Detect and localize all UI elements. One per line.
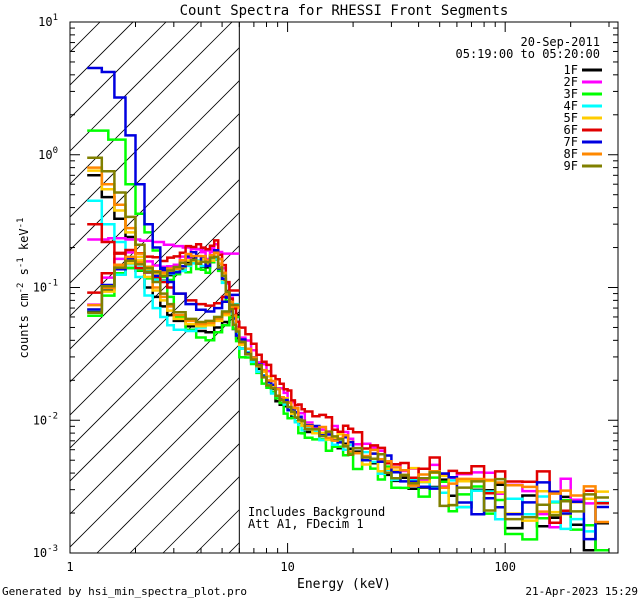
annotation-attenuator: Att A1, FDecim 1	[248, 517, 364, 531]
series-6F-high-line	[87, 239, 609, 524]
series-3F-low-line	[87, 129, 240, 342]
series-9F-low-line	[87, 156, 240, 324]
y-tick-exponent: 0	[53, 146, 58, 156]
series-layer	[87, 66, 609, 552]
footer-timestamp: 21-Apr-2023 15:29	[525, 585, 638, 598]
y-tick-label: 10-3	[33, 544, 58, 560]
hatch-line	[70, 22, 299, 251]
legend-label-1F: 1F	[564, 63, 578, 77]
y-tick-label: 10-2	[33, 411, 58, 427]
series-2F-low-line	[87, 236, 240, 255]
legend-label-9F: 9F	[564, 159, 578, 173]
y-tick-label: 10-1	[33, 279, 58, 295]
hatch-line	[70, 22, 167, 119]
y-label-text: counts cm	[17, 293, 31, 358]
x-tick-label: 100	[494, 560, 516, 574]
y-label-exponent: -2	[16, 283, 26, 294]
x-tick-label: 1	[66, 560, 73, 574]
x-axis-label: Energy (keV)	[297, 577, 391, 592]
y-tick-exponent: 1	[53, 13, 58, 23]
hatch-line	[70, 22, 233, 185]
series-6F	[87, 222, 609, 524]
legend-label-6F: 6F	[564, 123, 578, 137]
y-tick-base: 10	[33, 546, 47, 560]
hatch-line	[70, 22, 200, 152]
y-tick-exponent: -1	[47, 279, 58, 289]
background-hatch-region	[0, 0, 618, 553]
y-tick-label: 100	[38, 146, 58, 162]
y-axis-label: counts cm-2 s-1 keV-1	[16, 218, 31, 359]
legend-label-4F: 4F	[564, 99, 578, 113]
footer-generated-by: Generated by hsi_min_spectra_plot.pro	[2, 585, 247, 598]
y-label-exponent: -1	[16, 257, 26, 268]
y-tick-base: 10	[38, 15, 52, 29]
x-tick-label: 10	[280, 560, 294, 574]
legend-label-2F: 2F	[564, 75, 578, 89]
series-6F-low-line	[87, 222, 240, 307]
annotation-background: Includes Background	[248, 505, 385, 519]
hatch-line	[70, 22, 266, 218]
time-range-label: 05:19:00 to 05:20:00	[456, 47, 601, 61]
y-tick-base: 10	[33, 413, 47, 427]
y-tick-base: 10	[33, 281, 47, 295]
legend-label-7F: 7F	[564, 135, 578, 149]
y-label-text: s	[17, 268, 31, 282]
series-9F	[87, 156, 609, 521]
y-label-text: keV	[17, 228, 31, 257]
hatch-line	[0, 0, 96, 553]
y-tick-exponent: -3	[47, 544, 58, 554]
series-9F-high-line	[87, 255, 609, 521]
y-tick-base: 10	[38, 148, 52, 162]
x-axis: 1 10 100	[66, 22, 610, 574]
y-tick-label: 101	[38, 13, 58, 29]
series-8F-high-line	[87, 251, 609, 524]
date-label: 20-Sep-2011	[521, 35, 600, 49]
legend-label-8F: 8F	[564, 147, 578, 161]
y-tick-exponent: -2	[47, 411, 58, 421]
legend-label-5F: 5F	[564, 111, 578, 125]
chart-title: Count Spectra for RHESSI Front Segments	[180, 3, 509, 19]
hatch-line	[0, 0, 63, 553]
y-label-exponent: -1	[16, 218, 26, 229]
legend-label-3F: 3F	[564, 87, 578, 101]
